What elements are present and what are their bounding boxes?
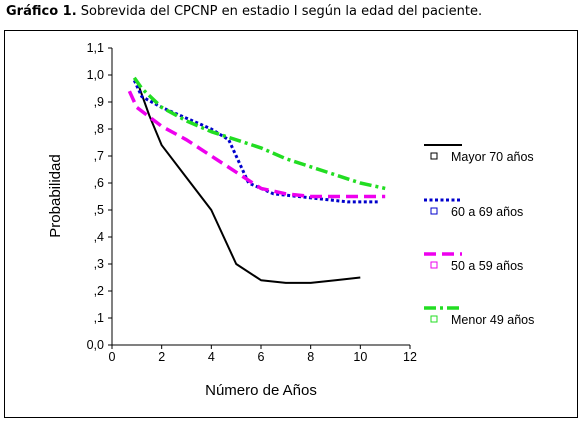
legend-label-2: 60 a 69 años	[451, 205, 523, 219]
caption-label: Gráfico 1.	[6, 4, 77, 19]
legend-label-4: Menor 49 años	[451, 313, 534, 327]
caption-text: Sobrevida del CPCNP en estadio I según l…	[80, 4, 483, 19]
legend-marker-4	[430, 315, 438, 323]
chart-frame	[4, 30, 578, 418]
x-tick-label: 10	[353, 350, 367, 364]
x-axis-label: Número de Años	[205, 382, 317, 399]
y-tick-label: ,8	[94, 122, 104, 136]
series-line-4	[132, 76, 386, 191]
figure-caption: Gráfico 1. Sobrevida del CPCNP en estadi…	[6, 4, 482, 19]
y-tick-label: 0,0	[87, 338, 104, 352]
y-tick-label: ,5	[94, 203, 104, 217]
series-line-1	[135, 80, 361, 284]
y-axis-label: Probabilidad	[47, 154, 64, 237]
x-tick-label: 6	[258, 350, 265, 364]
series-lines	[127, 76, 386, 284]
axes: 0 2 4 6 8 10 12 0,0 ,1 ,2 ,3 ,4 ,5 ,6 ,7 ,8 ,9 1,0 1,1	[87, 41, 417, 364]
legend-label-3: 50 a 59 años	[451, 259, 523, 273]
x-tick-label: 0	[109, 350, 116, 364]
x-tick-label: 2	[158, 350, 165, 364]
x-tick-label: 8	[307, 350, 314, 364]
series-line-2	[132, 79, 378, 204]
y-tick-label: 1,1	[87, 41, 104, 55]
y-tick-label: ,4	[94, 230, 104, 244]
y-tick-label: 1,0	[87, 68, 104, 82]
legend-marker-1	[430, 152, 438, 160]
y-tick-label: ,2	[94, 284, 104, 298]
y-tick-label: ,9	[94, 95, 104, 109]
legend-marker-2	[430, 207, 438, 215]
legend: Mayor 70 años 60 a 69 años 50 a 59 años Men…	[424, 144, 534, 327]
x-tick-label: 4	[208, 350, 215, 364]
y-tick-label: ,3	[94, 257, 104, 271]
y-tick-label: ,6	[94, 176, 104, 190]
x-tick-label: 12	[403, 350, 417, 364]
y-tick-label: ,1	[94, 311, 104, 325]
legend-label-1: Mayor 70 años	[451, 150, 534, 164]
series-line-3	[127, 90, 386, 199]
legend-marker-3	[430, 261, 438, 269]
y-tick-label: ,7	[94, 149, 104, 163]
